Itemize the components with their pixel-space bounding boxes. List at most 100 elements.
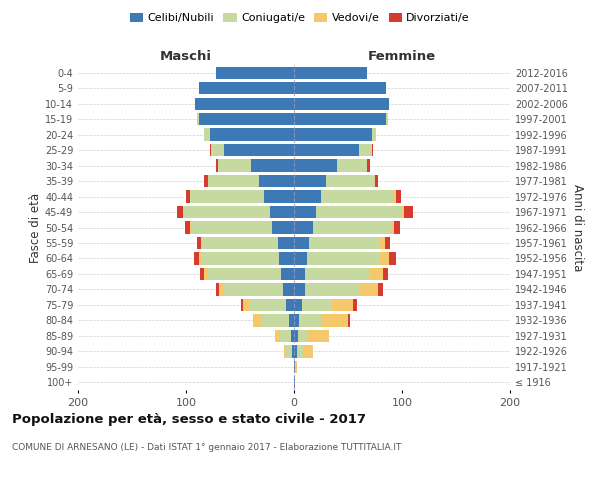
Bar	[200, 268, 205, 280]
Bar	[359, 283, 378, 296]
Bar	[305, 283, 359, 296]
Bar	[272, 222, 294, 234]
Bar	[243, 298, 248, 311]
Bar	[210, 128, 294, 141]
Bar	[199, 252, 201, 264]
Bar	[199, 113, 294, 126]
Bar	[372, 128, 376, 141]
Bar	[251, 160, 294, 172]
Bar	[389, 252, 395, 264]
Bar	[294, 237, 309, 249]
Bar	[332, 298, 353, 311]
Bar	[394, 222, 400, 234]
Bar	[262, 314, 289, 326]
Bar	[294, 175, 326, 188]
Bar	[253, 314, 262, 326]
Bar	[294, 66, 367, 79]
Bar	[375, 175, 378, 188]
Bar	[386, 113, 388, 126]
Bar	[191, 222, 272, 234]
Bar	[294, 160, 337, 172]
Bar	[184, 206, 270, 218]
Bar	[292, 345, 294, 358]
Bar	[205, 175, 208, 188]
Bar	[359, 144, 372, 156]
Bar	[302, 345, 313, 358]
Bar	[178, 206, 183, 218]
Text: Popolazione per età, sesso e stato civile - 2017: Popolazione per età, sesso e stato civil…	[12, 412, 366, 426]
Bar	[299, 314, 321, 326]
Bar	[297, 345, 302, 358]
Bar	[208, 175, 259, 188]
Bar	[294, 98, 389, 110]
Bar	[383, 268, 388, 280]
Bar	[190, 190, 264, 202]
Bar	[202, 237, 278, 249]
Bar	[280, 330, 291, 342]
Bar	[294, 268, 305, 280]
Bar	[216, 66, 294, 79]
Bar	[224, 144, 294, 156]
Bar	[313, 222, 391, 234]
Bar	[294, 190, 321, 202]
Bar	[294, 314, 299, 326]
Bar	[205, 268, 208, 280]
Bar	[224, 283, 283, 296]
Bar	[402, 206, 404, 218]
Y-axis label: Anni di nascita: Anni di nascita	[571, 184, 584, 271]
Bar	[372, 144, 373, 156]
Bar	[395, 190, 401, 202]
Bar	[302, 298, 332, 311]
Bar	[378, 283, 383, 296]
Bar	[248, 298, 286, 311]
Bar	[394, 190, 395, 202]
Bar	[294, 222, 313, 234]
Bar	[270, 206, 294, 218]
Bar	[370, 268, 383, 280]
Bar	[286, 298, 294, 311]
Bar	[379, 237, 385, 249]
Bar	[337, 160, 367, 172]
Bar	[197, 237, 201, 249]
Bar	[201, 252, 279, 264]
Bar	[275, 330, 280, 342]
Bar	[294, 144, 359, 156]
Bar	[264, 190, 294, 202]
Bar	[281, 268, 294, 280]
Bar	[348, 314, 350, 326]
Bar	[321, 190, 394, 202]
Bar	[305, 268, 370, 280]
Y-axis label: Fasce di età: Fasce di età	[29, 192, 42, 262]
Bar	[211, 144, 224, 156]
Bar	[186, 190, 190, 202]
Bar	[210, 144, 211, 156]
Bar	[294, 252, 307, 264]
Bar	[289, 314, 294, 326]
Bar	[284, 345, 286, 358]
Bar	[278, 237, 294, 249]
Text: COMUNE DI ARNESANO (LE) - Dati ISTAT 1° gennaio 2017 - Elaborazione TUTTITALIA.I: COMUNE DI ARNESANO (LE) - Dati ISTAT 1° …	[12, 442, 401, 452]
Bar	[321, 314, 348, 326]
Bar	[316, 206, 402, 218]
Bar	[190, 222, 191, 234]
Bar	[307, 330, 329, 342]
Legend: Celibi/Nubili, Coniugati/e, Vedovi/e, Divorziati/e: Celibi/Nubili, Coniugati/e, Vedovi/e, Di…	[125, 8, 475, 28]
Bar	[216, 160, 218, 172]
Bar	[295, 360, 297, 373]
Bar	[294, 82, 386, 94]
Bar	[353, 298, 356, 311]
Bar	[294, 330, 298, 342]
Bar	[216, 283, 220, 296]
Text: Femmine: Femmine	[368, 50, 436, 64]
Bar	[183, 206, 184, 218]
Bar	[391, 222, 394, 234]
Bar	[194, 252, 199, 264]
Bar	[259, 175, 294, 188]
Bar	[208, 268, 281, 280]
Bar	[291, 330, 294, 342]
Bar	[298, 330, 307, 342]
Bar	[385, 237, 390, 249]
Bar	[286, 345, 292, 358]
Bar	[199, 82, 294, 94]
Bar	[294, 128, 372, 141]
